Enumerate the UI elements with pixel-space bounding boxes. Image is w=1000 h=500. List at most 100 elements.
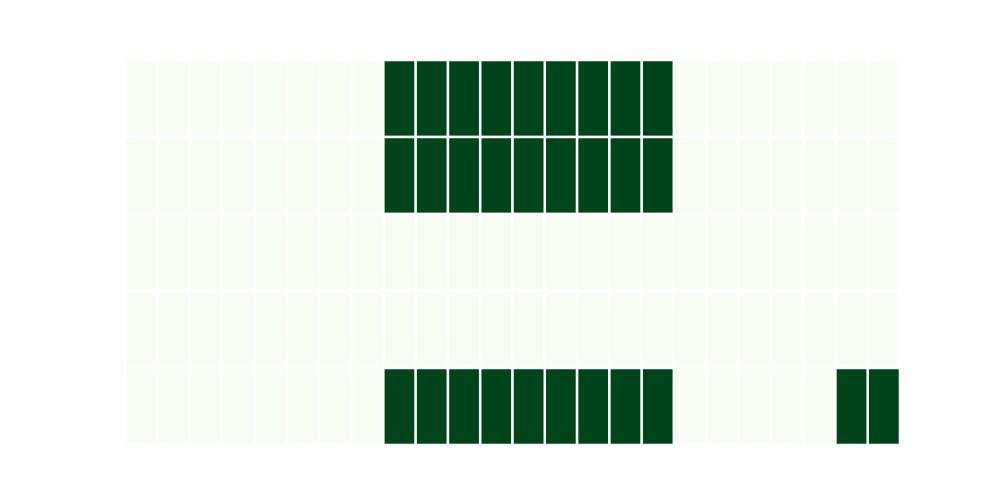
heatmap-cell-r2-c10 [446, 212, 482, 293]
heatmap-cell-r2-c19 [737, 212, 773, 293]
heatmap-cell-r4-c4 [252, 366, 288, 447]
heatmap-cell-r2-c16 [640, 212, 676, 293]
heatmap-cell-r4-c12 [511, 366, 547, 447]
heatmap-cell-r1-c12 [511, 135, 547, 216]
heatmap-cell-r2-c21 [801, 212, 837, 293]
heatmap-cell-r2-c6 [317, 212, 353, 293]
heatmap-cell-r3-c10 [446, 289, 482, 370]
heatmap-cell-r3-c8 [382, 289, 417, 370]
heatmap-cell-r2-c20 [769, 212, 805, 293]
heatmap-cell-r1-c16 [640, 135, 676, 216]
heatmap-cell-r1-c2 [188, 135, 224, 216]
heatmap-cell-r1-c4 [252, 135, 288, 216]
heatmap-cell-r0-c15 [608, 58, 643, 139]
heatmap-cell-r2-c11 [478, 212, 514, 293]
heatmap-cell-r2-c2 [188, 212, 224, 293]
heatmap-cell-r4-c5 [285, 366, 321, 447]
heatmap-cell-r3-c5 [285, 289, 321, 370]
heatmap-cell-r4-c1 [156, 366, 191, 447]
heatmap-cell-r2-c9 [414, 212, 450, 293]
heatmap-cell-r4-c22 [834, 366, 869, 447]
heatmap-cell-r1-c22 [834, 135, 869, 216]
heatmap-cell-r2-c1 [156, 212, 191, 293]
heatmap-cell-r1-c20 [769, 135, 805, 216]
heatmap-cell-r4-c21 [801, 366, 837, 447]
heatmap-cell-r2-c7 [349, 212, 385, 293]
heatmap-cell-r4-c3 [220, 366, 256, 447]
heatmap-cell-r3-c9 [414, 289, 450, 370]
heatmap-cell-r1-c7 [349, 135, 385, 216]
heatmap-cell-r0-c12 [511, 58, 547, 139]
heatmap-cell-r3-c11 [478, 289, 514, 370]
heatmap-cell-r0-c22 [834, 58, 869, 139]
heatmap-cell-r4-c9 [414, 366, 450, 447]
heatmap-cell-r1-c10 [446, 135, 482, 216]
heatmap-cell-r3-c22 [834, 289, 869, 370]
heatmap-cell-r3-c21 [801, 289, 837, 370]
heatmap-cell-r3-c7 [349, 289, 385, 370]
heatmap-cell-r0-c17 [672, 58, 708, 139]
heatmap-cell-r0-c16 [640, 58, 676, 139]
heatmap-cell-r3-c0 [123, 289, 159, 370]
heatmap-cell-r1-c5 [285, 135, 321, 216]
heatmap-cell-r0-c6 [317, 58, 353, 139]
heatmap-cell-r1-c3 [220, 135, 256, 216]
heatmap-cell-r2-c17 [672, 212, 708, 293]
heatmap-cell-r4-c19 [737, 366, 773, 447]
heatmap-cell-r4-c8 [382, 366, 417, 447]
heatmap-cell-r2-c22 [834, 212, 869, 293]
heatmap-cell-r0-c13 [543, 58, 579, 139]
heatmap-cell-r0-c0 [123, 58, 159, 139]
heatmap-cell-r4-c6 [317, 366, 353, 447]
heatmap-cell-r4-c23 [866, 366, 902, 447]
heatmap-cell-r2-c14 [575, 212, 611, 293]
heatmap-cell-r3-c13 [543, 289, 579, 370]
heatmap-cell-r4-c0 [123, 366, 159, 447]
heatmap-cell-r1-c6 [317, 135, 353, 216]
heatmap-cell-r3-c3 [220, 289, 256, 370]
heatmap-cell-r2-c0 [123, 212, 159, 293]
heatmap-cell-r3-c20 [769, 289, 805, 370]
heatmap-cell-r1-c21 [801, 135, 837, 216]
heatmap-cell-r2-c3 [220, 212, 256, 293]
heatmap-cell-r3-c18 [705, 289, 740, 370]
heatmap-cell-r2-c18 [705, 212, 740, 293]
heatmap-cell-r0-c3 [220, 58, 256, 139]
heatmap-cell-r0-c10 [446, 58, 482, 139]
heatmap-cell-r0-c1 [156, 58, 191, 139]
heatmap-cell-r3-c15 [608, 289, 643, 370]
heatmap-cell-r0-c11 [478, 58, 514, 139]
heatmap-cell-r4-c14 [575, 366, 611, 447]
heatmap-cell-r0-c5 [285, 58, 321, 139]
heatmap-cell-r0-c21 [801, 58, 837, 139]
heatmap-cell-r1-c9 [414, 135, 450, 216]
heatmap-cell-r1-c19 [737, 135, 773, 216]
heatmap-cell-r1-c17 [672, 135, 708, 216]
heatmap-cell-r3-c17 [672, 289, 708, 370]
heatmap-cell-r0-c19 [737, 58, 773, 139]
heatmap-cell-r4-c16 [640, 366, 676, 447]
heatmap-cell-r3-c14 [575, 289, 611, 370]
heatmap-cell-r2-c23 [866, 212, 902, 293]
heatmap-cell-r3-c1 [156, 289, 191, 370]
heatmap-cell-r1-c18 [705, 135, 740, 216]
heatmap-cell-r2-c13 [543, 212, 579, 293]
heatmap-cell-r0-c20 [769, 58, 805, 139]
heatmap-cells [123, 58, 902, 447]
heatmap-cell-r0-c2 [188, 58, 224, 139]
heatmap-cell-r4-c20 [769, 366, 805, 447]
heatmap-cell-r3-c4 [252, 289, 288, 370]
heatmap-cell-r2-c15 [608, 212, 643, 293]
heatmap-cell-r1-c14 [575, 135, 611, 216]
heatmap-cell-r0-c4 [252, 58, 288, 139]
heatmap-cell-r3-c12 [511, 289, 547, 370]
heatmap-cell-r1-c15 [608, 135, 643, 216]
heatmap-cell-r4-c11 [478, 366, 514, 447]
heatmap-cell-r1-c1 [156, 135, 191, 216]
heatmap-cell-r2-c12 [511, 212, 547, 293]
heatmap-cell-r1-c0 [123, 135, 159, 216]
heatmap-cell-r0-c18 [705, 58, 740, 139]
heatmap-cell-r4-c15 [608, 366, 643, 447]
heatmap-cell-r4-c13 [543, 366, 579, 447]
